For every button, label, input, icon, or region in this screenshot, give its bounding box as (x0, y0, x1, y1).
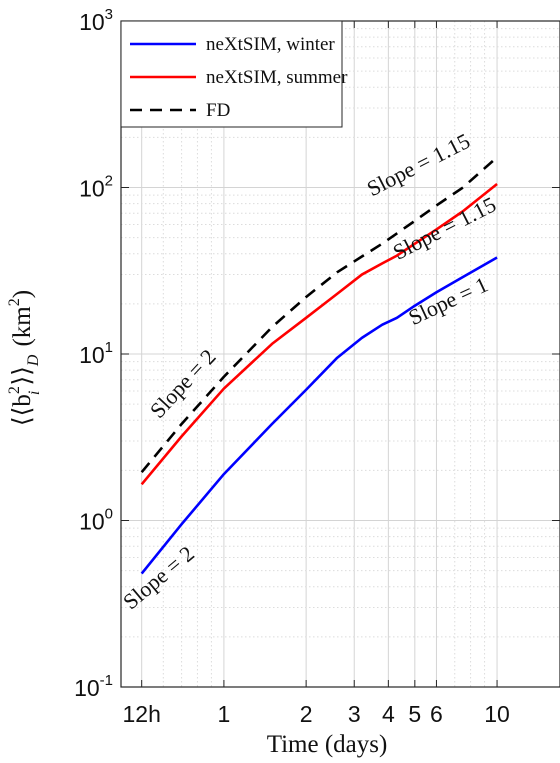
series-line-nextsim-summer (140, 182, 498, 486)
x-tick-label-1: 1 (218, 701, 231, 727)
grid (121, 21, 560, 687)
x-tick-label-2: 2 (300, 701, 313, 727)
x-tick-label-5: 5 (408, 701, 421, 727)
y-label-sub-i: i (26, 391, 43, 395)
y-tick-base: 10 (74, 675, 100, 701)
legend: neXtSIM, winter neXtSIM, summer FD (120, 20, 348, 128)
y-tick-base: 10 (79, 509, 105, 535)
x-tick-label-3: 3 (348, 701, 361, 727)
x-tick-label-6: 6 (430, 701, 443, 727)
y-label-suffix: ⟩⟩ (9, 366, 36, 386)
y-tick-base: 10 (79, 342, 105, 368)
y-label-prefix: ⟨⟨b (9, 394, 36, 426)
legend-label-nextsim-summer: neXtSIM, summer (206, 67, 348, 88)
y-tick-label-1: 101 (79, 339, 113, 368)
y-label-unit-open: (km (9, 306, 36, 347)
y-tick-base: 10 (79, 9, 105, 35)
series-line-nextsim-winter (140, 256, 498, 575)
y-tick-label-0: 100 (79, 506, 113, 535)
y-tick-exponent: 3 (105, 6, 113, 23)
y-tick-exponent: -1 (100, 672, 113, 689)
y-tick-exponent: 2 (105, 173, 113, 190)
y-tick-label-3: 103 (79, 6, 113, 35)
series-layer (140, 156, 498, 575)
y-label-unit-close: ) (9, 290, 36, 298)
y-tick-label-2: 102 (79, 173, 113, 202)
legend-label-fd: FD (206, 100, 230, 121)
y-tick-exponent: 0 (105, 506, 113, 523)
x-tick-label-4: 4 (382, 701, 395, 727)
y-axis-label: ⟨⟨b2 i⟩⟩D(km2) (6, 290, 43, 426)
x-axis-label: Time (days) (267, 731, 388, 758)
legend-label-nextsim-winter: neXtSIM, winter (206, 34, 335, 55)
x-tick-labels: 12h 1 2 3 4 5 6 10 (122, 701, 509, 727)
y-label-unit-sup: 2 (6, 298, 23, 306)
axis-ticks (121, 20, 560, 688)
x-tick-label-10: 10 (484, 701, 510, 727)
y-tick-exponent: 1 (105, 339, 113, 356)
y-label-sup-2: 2 (6, 386, 23, 394)
series-line-fd (140, 156, 498, 474)
y-tick-base: 10 (79, 176, 105, 202)
x-tick-label-12h: 12h (122, 701, 160, 727)
y-tick-label-1: 10-1 (74, 672, 113, 701)
y-label-sub-d: D (25, 354, 42, 367)
